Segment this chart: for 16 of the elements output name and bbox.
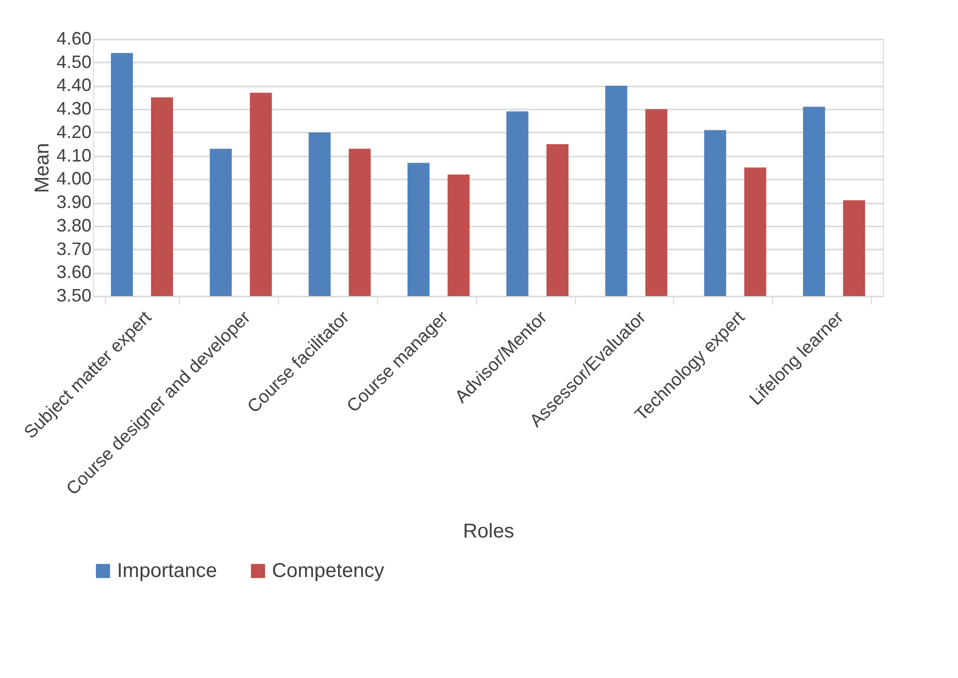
y-tick-label: 4.50 — [56, 52, 92, 72]
x-axis-title: Roles — [462, 520, 514, 542]
y-tick-label: 3.90 — [56, 192, 92, 212]
y-tick-label: 4.40 — [56, 75, 92, 96]
legend-label: Competency — [272, 560, 384, 582]
y-tick-label: 4.00 — [56, 168, 92, 189]
y-tick-label: 3.80 — [56, 215, 92, 236]
y-tick-label: 4.60 — [56, 28, 92, 48]
y-tick-label: 4.10 — [56, 145, 92, 166]
y-tick-label: 3.50 — [56, 286, 92, 306]
y-tick-label: 4.30 — [56, 98, 92, 119]
y-tick-label: 3.60 — [56, 262, 92, 282]
legend-label: Importance — [117, 560, 218, 582]
y-tick-label: 4.20 — [56, 122, 92, 142]
y-axis-title: Mean — [31, 142, 54, 194]
y-tick-label: 3.70 — [56, 238, 92, 259]
